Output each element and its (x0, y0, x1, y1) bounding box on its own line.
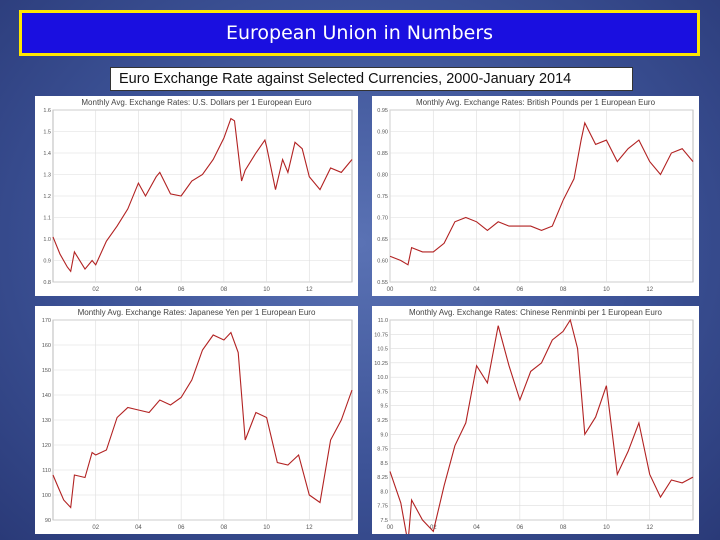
y-tick-label: 9.0 (380, 432, 388, 438)
y-tick-label: 120 (42, 443, 51, 449)
y-tick-label: 170 (42, 318, 51, 324)
series-line (52, 117, 353, 273)
series-line (52, 331, 353, 509)
x-tick-label: 04 (135, 287, 142, 293)
chart-title: Monthly Avg. Exchange Rates: Japanese Ye… (78, 308, 316, 317)
y-tick-label: 110 (42, 468, 51, 474)
y-tick-label: 8.75 (377, 447, 388, 453)
x-tick-label: 00 (387, 287, 394, 293)
y-tick-label: 1.1 (43, 216, 51, 222)
x-tick-label: 02 (92, 525, 99, 531)
chart-panel-gbp: Monthly Avg. Exchange Rates: British Pou… (372, 96, 699, 296)
chart-title: Monthly Avg. Exchange Rates: British Pou… (416, 98, 656, 107)
x-tick-label: 04 (135, 525, 142, 531)
page-title: European Union in Numbers (225, 22, 494, 44)
gbp-line-chart: Monthly Avg. Exchange Rates: British Pou… (377, 98, 694, 293)
x-tick-label: 12 (306, 287, 313, 293)
y-tick-label: 1.3 (43, 173, 51, 179)
usd-line-chart: Monthly Avg. Exchange Rates: U.S. Dollar… (43, 98, 353, 293)
x-tick-label: 08 (560, 525, 567, 531)
x-tick-label: 00 (387, 525, 394, 531)
y-tick-label: 0.65 (377, 237, 388, 243)
y-tick-label: 10.5 (377, 347, 388, 353)
y-tick-label: 11.0 (378, 318, 388, 324)
x-tick-label: 04 (473, 525, 480, 531)
x-tick-label: 08 (560, 287, 567, 293)
y-tick-label: 100 (42, 493, 51, 499)
y-tick-label: 1.0 (43, 237, 51, 243)
series-line (389, 318, 694, 540)
y-tick-label: 150 (42, 368, 51, 374)
y-tick-label: 9.25 (377, 418, 388, 424)
chart-panel-usd: Monthly Avg. Exchange Rates: U.S. Dollar… (35, 96, 358, 296)
title-banner: European Union in Numbers (19, 10, 700, 56)
y-tick-label: 140 (42, 393, 51, 399)
y-tick-label: 10.0 (377, 375, 388, 381)
x-tick-label: 10 (603, 287, 610, 293)
x-tick-label: 08 (221, 287, 228, 293)
y-tick-label: 8.25 (377, 475, 388, 481)
y-tick-label: 1.2 (43, 194, 51, 200)
y-tick-label: 90 (45, 518, 51, 524)
y-tick-label: 130 (42, 418, 51, 424)
x-tick-label: 02 (92, 287, 99, 293)
x-tick-label: 08 (221, 525, 228, 531)
jpy-line-chart: Monthly Avg. Exchange Rates: Japanese Ye… (42, 308, 353, 531)
chart-panel-cny: Monthly Avg. Exchange Rates: Chinese Ren… (372, 306, 699, 540)
x-tick-label: 10 (263, 525, 270, 531)
y-tick-label: 0.90 (377, 130, 388, 136)
y-tick-label: 1.6 (43, 108, 51, 114)
y-tick-label: 0.70 (377, 216, 388, 222)
x-tick-label: 02 (430, 287, 437, 293)
y-tick-label: 9.75 (377, 389, 388, 395)
y-tick-label: 160 (42, 343, 51, 349)
y-tick-label: 7.75 (377, 504, 388, 510)
x-tick-label: 06 (517, 525, 524, 531)
x-tick-label: 04 (473, 287, 480, 293)
y-tick-label: 10.75 (374, 332, 388, 338)
y-tick-label: 10.25 (374, 361, 388, 367)
x-tick-label: 06 (178, 287, 185, 293)
y-tick-label: 1.5 (43, 130, 51, 136)
y-tick-label: 8.0 (380, 489, 388, 495)
chart-title: Monthly Avg. Exchange Rates: Chinese Ren… (409, 308, 662, 317)
chart-panel-jpy: Monthly Avg. Exchange Rates: Japanese Ye… (35, 306, 358, 534)
y-tick-label: 0.95 (377, 108, 388, 114)
x-tick-label: 12 (646, 287, 653, 293)
x-tick-label: 06 (517, 287, 524, 293)
y-tick-label: 1.4 (43, 151, 51, 157)
y-tick-label: 0.9 (43, 259, 51, 265)
chart-title: Monthly Avg. Exchange Rates: U.S. Dollar… (81, 98, 312, 107)
y-tick-label: 0.75 (377, 194, 388, 200)
x-tick-label: 12 (306, 525, 313, 531)
y-tick-label: 9.5 (380, 404, 388, 410)
y-tick-label: 0.55 (377, 280, 388, 286)
x-tick-label: 06 (178, 525, 185, 531)
y-tick-label: 0.60 (377, 259, 388, 265)
y-tick-label: 0.8 (43, 280, 51, 286)
y-tick-label: 7.5 (380, 518, 388, 524)
y-tick-label: 8.5 (380, 461, 388, 467)
series-line (389, 121, 694, 266)
y-tick-label: 0.85 (377, 151, 388, 157)
slide-subtitle: Euro Exchange Rate against Selected Curr… (110, 67, 633, 91)
x-tick-label: 10 (263, 287, 270, 293)
y-tick-label: 0.80 (377, 173, 388, 179)
x-tick-label: 10 (603, 525, 610, 531)
cny-line-chart: Monthly Avg. Exchange Rates: Chinese Ren… (374, 308, 694, 540)
x-tick-label: 12 (646, 525, 653, 531)
